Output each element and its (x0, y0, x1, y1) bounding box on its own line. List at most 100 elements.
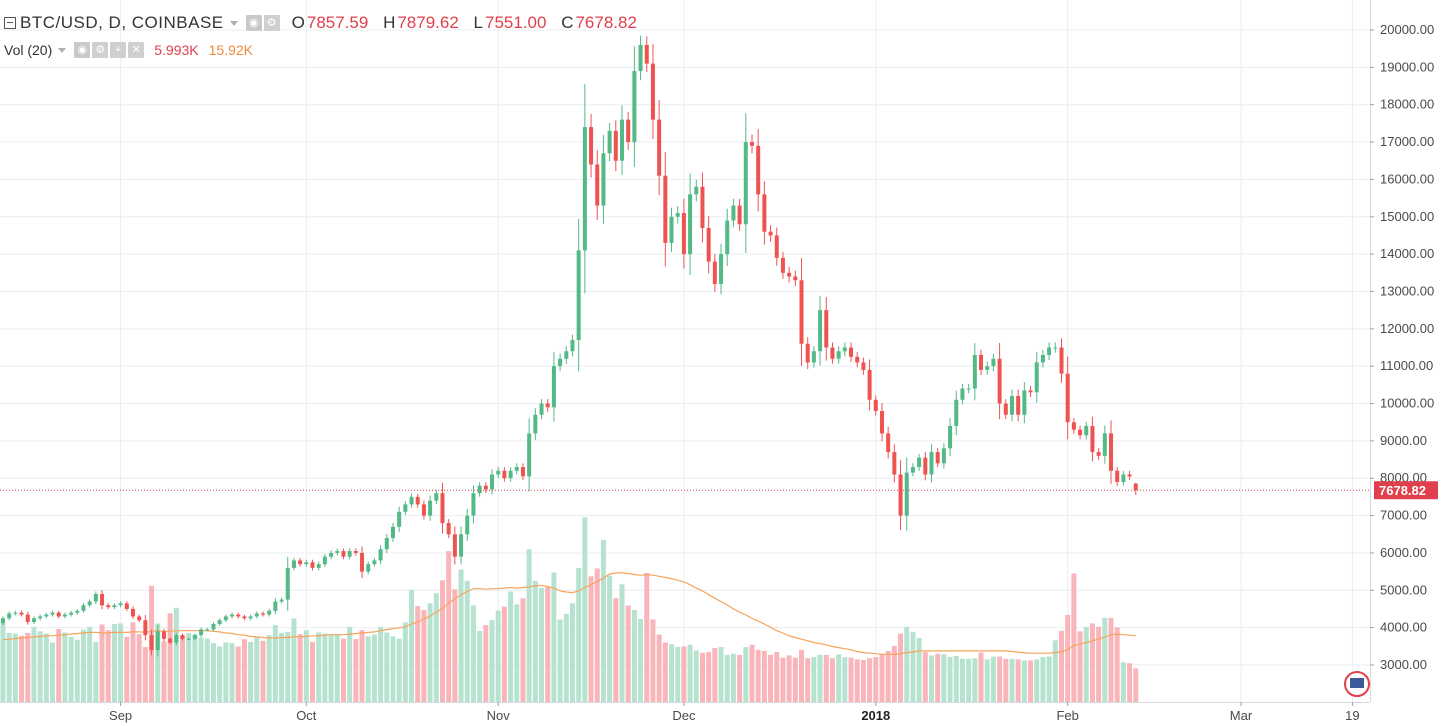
volume-bar (520, 598, 526, 702)
volume-bar (1034, 659, 1040, 702)
candle (570, 334, 575, 357)
volume-bar (1108, 617, 1114, 702)
candle-body (620, 119, 624, 161)
candle-body (471, 493, 476, 516)
candle-body (879, 411, 884, 434)
candle (551, 351, 556, 422)
volume-ma-series (2, 572, 1136, 655)
candle (217, 618, 222, 626)
candle-body (106, 605, 111, 608)
volume-bar (792, 657, 798, 702)
candle-body (180, 635, 185, 639)
volume-bar (904, 626, 910, 702)
candle-body (638, 44, 643, 72)
candle (285, 556, 290, 611)
price-tick-label: 7000.00 (1380, 508, 1427, 523)
candle (527, 418, 532, 492)
candle (230, 612, 235, 619)
time-axis-bg (0, 702, 1447, 726)
eye-icon[interactable]: ◉ (245, 15, 262, 31)
volume-bar (1003, 658, 1009, 702)
volume-bar (780, 657, 786, 702)
volume-bar (848, 657, 854, 702)
candle-body (341, 551, 346, 557)
open-label: O (291, 13, 305, 32)
price-tick-label: 12000.00 (1380, 321, 1434, 336)
candle-body (211, 623, 216, 630)
volume-bar (371, 634, 377, 702)
candle-body (81, 605, 86, 611)
candle (1090, 416, 1095, 462)
volume-bar (582, 517, 588, 702)
volume-bar (669, 644, 675, 702)
candle (842, 342, 847, 357)
price-tick-label: 11000.00 (1380, 358, 1433, 373)
candle (403, 501, 408, 516)
candle (904, 457, 909, 531)
volume-bar (1077, 631, 1083, 702)
volume-bar (458, 569, 464, 702)
candle-body (38, 616, 43, 619)
chevron-down-icon[interactable] (229, 20, 238, 26)
volume-bar (489, 620, 495, 702)
volume-bar (310, 641, 315, 702)
volume-bar (68, 636, 74, 702)
candle-body (675, 213, 680, 217)
candle (390, 522, 395, 542)
gear-icon[interactable]: ⚙ (263, 15, 280, 31)
candle-body (1115, 470, 1120, 482)
candle-body (236, 614, 241, 617)
volume-bar (625, 605, 631, 702)
candle (75, 608, 80, 615)
candle (69, 610, 74, 617)
candle (483, 482, 488, 493)
candle-body (712, 261, 717, 284)
volume-bar (155, 623, 161, 702)
candle (335, 548, 340, 556)
volume-bar (885, 650, 891, 702)
volume-bar (551, 572, 557, 702)
volume-bar (80, 629, 86, 702)
volume-bar (631, 609, 637, 702)
candle-body (1071, 422, 1076, 430)
candle (972, 343, 977, 401)
chevron-down-icon[interactable] (58, 47, 67, 53)
volume-bar (124, 636, 130, 702)
candle-body (217, 620, 222, 624)
volume-bar (130, 622, 136, 702)
candle (1127, 470, 1132, 480)
volume-bar (31, 626, 37, 702)
plus-icon[interactable]: + (110, 42, 127, 58)
candle (533, 408, 538, 440)
candle (1102, 425, 1107, 464)
collapse-icon[interactable] (4, 17, 16, 29)
candle-body (347, 551, 352, 557)
candle (1133, 482, 1138, 496)
volume-bar (235, 646, 241, 702)
candle (279, 597, 284, 604)
candle-body (366, 564, 371, 572)
candle (291, 557, 296, 571)
gear-icon[interactable]: ⚙ (92, 42, 109, 58)
candle-body (811, 351, 816, 363)
candle-body (917, 457, 922, 468)
candle-body (1121, 474, 1126, 482)
candle-body (440, 493, 445, 524)
candle (849, 342, 854, 362)
volume-bar (87, 626, 93, 702)
close-icon[interactable]: ✕ (128, 42, 145, 58)
candle (434, 489, 439, 505)
candle-body (291, 560, 296, 568)
eye-icon[interactable]: ◉ (74, 42, 91, 58)
candle-body (923, 457, 928, 475)
candle-body (1009, 396, 1014, 415)
volume-bar (829, 658, 835, 702)
volume-bar (569, 603, 575, 702)
volume-bar (879, 654, 885, 702)
us-flag-icon[interactable] (1344, 671, 1370, 697)
candle (558, 353, 563, 372)
candle (19, 610, 24, 617)
volume-bar (0, 622, 6, 702)
candle-body (607, 130, 612, 154)
